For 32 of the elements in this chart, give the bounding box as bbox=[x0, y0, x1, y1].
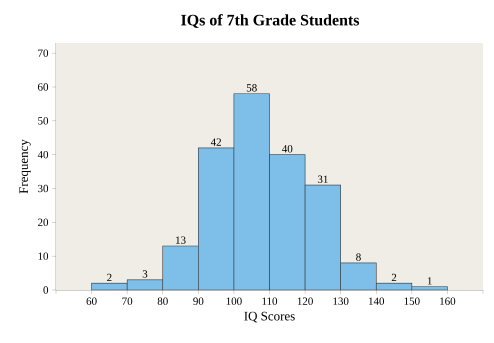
y-tick-label: 50 bbox=[38, 117, 48, 125]
data-label: 2 bbox=[392, 274, 396, 282]
x-tick-label: 150 bbox=[404, 298, 420, 305]
x-tick-label: 120 bbox=[298, 298, 313, 305]
x-tick-label: 90 bbox=[193, 298, 204, 305]
y-tick-label: 10 bbox=[38, 252, 48, 260]
y-tick-label: 40 bbox=[38, 150, 48, 158]
x-tick-label: 80 bbox=[158, 298, 168, 305]
y-axis-title: Frequency bbox=[19, 139, 31, 194]
x-tick-label: 110 bbox=[262, 298, 278, 305]
x-tick-label: 140 bbox=[369, 298, 384, 305]
data-label: 8 bbox=[356, 253, 361, 261]
data-label: 13 bbox=[176, 236, 186, 244]
data-label: 1 bbox=[428, 277, 432, 284]
x-tick-label: 130 bbox=[333, 298, 348, 305]
data-label: 2 bbox=[107, 274, 112, 282]
x-tick-label: 160 bbox=[440, 298, 456, 305]
data-label: 40 bbox=[282, 145, 292, 152]
data-label: 3 bbox=[142, 270, 148, 278]
y-tick-label: 70 bbox=[38, 49, 48, 57]
y-tick-label: 20 bbox=[38, 218, 48, 226]
x-tick-label: 100 bbox=[226, 298, 242, 305]
x-tick-label: 70 bbox=[122, 298, 132, 305]
y-tick-label: 30 bbox=[38, 184, 48, 192]
data-label: 31 bbox=[318, 176, 328, 183]
data-label: 58 bbox=[246, 84, 257, 92]
y-tick-label: 0 bbox=[43, 286, 48, 294]
data-label: 42 bbox=[210, 138, 221, 146]
x-axis-title: IQ Scores bbox=[244, 312, 295, 322]
y-tick-label: 60 bbox=[38, 83, 48, 91]
chart-title: IQs of 7th Grade Students bbox=[181, 14, 360, 28]
x-tick-label: 60 bbox=[86, 298, 97, 305]
